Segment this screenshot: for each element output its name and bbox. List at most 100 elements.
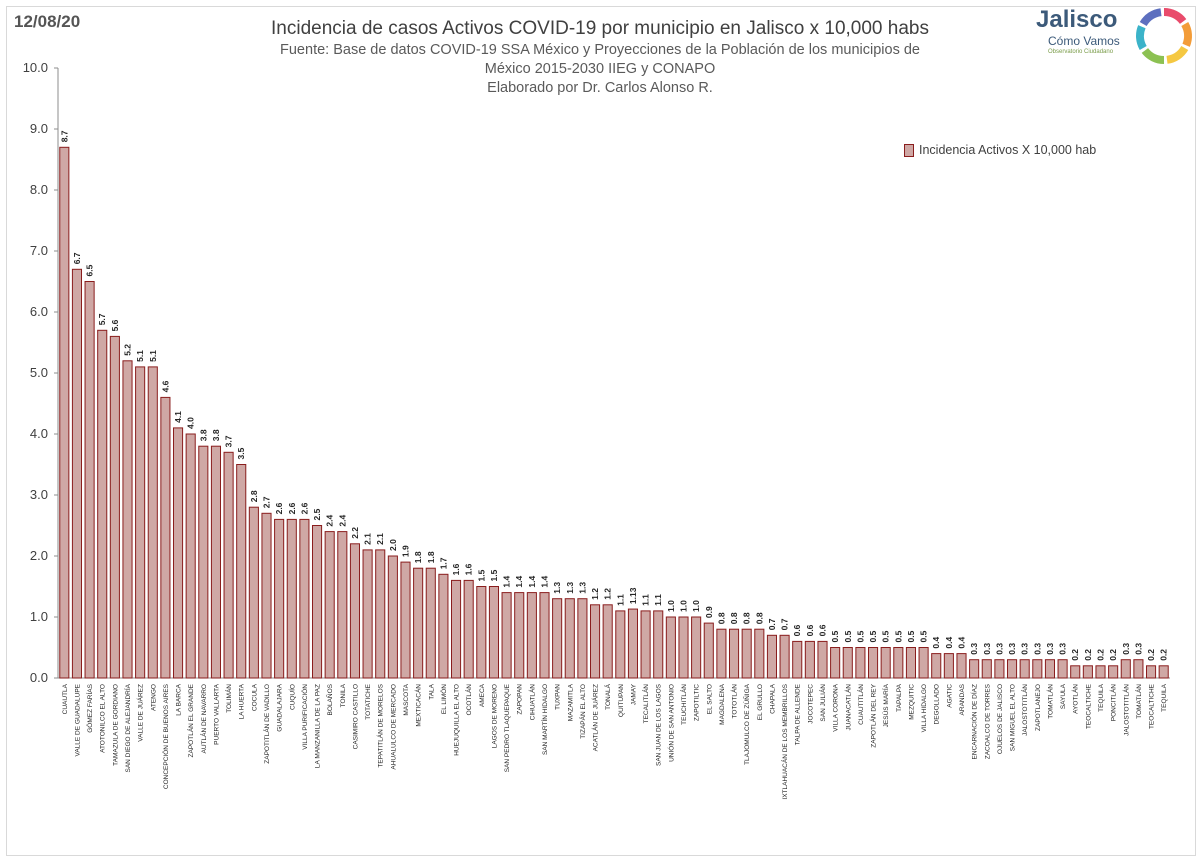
bar: [893, 647, 904, 679]
value-label: 0.3: [1032, 643, 1042, 655]
y-tick-label: 10.0: [23, 60, 48, 75]
category-label: TONILA: [340, 683, 347, 707]
value-label: 1.0: [691, 600, 701, 612]
bar: [349, 543, 361, 679]
category-label: MAGDALENA: [719, 683, 726, 724]
bar: [1044, 659, 1056, 679]
value-label: 3.5: [236, 447, 246, 459]
value-label: 0.4: [931, 637, 941, 649]
bar: [172, 427, 184, 679]
category-label: SAN PEDRO TLAQUEPAQUE: [504, 683, 511, 772]
value-label: 0.7: [767, 618, 777, 630]
bar: [665, 616, 676, 679]
bar: [97, 329, 108, 679]
value-label: 5.1: [148, 350, 158, 362]
value-label: 1.0: [666, 600, 676, 612]
category-label: EL GRULLO: [757, 684, 764, 720]
category-label: CASIMIRO CASTILLO: [352, 684, 359, 749]
bar: [728, 628, 740, 679]
bar: [602, 604, 613, 679]
value-label: 0.3: [969, 643, 979, 655]
category-label: SAN DIEGO DE ALEJANDRÍA: [123, 683, 132, 772]
bar: [185, 433, 196, 679]
value-label: 5.2: [123, 344, 133, 356]
logo-ring-segment: [1141, 47, 1165, 64]
value-label: 0.2: [1146, 649, 1156, 661]
value-label: 6.5: [85, 264, 95, 276]
category-label: AUTLÁN DE NAVARRO: [199, 684, 208, 753]
bar: [299, 518, 310, 679]
bar: [981, 659, 992, 679]
bar: [1095, 665, 1106, 679]
bar: [463, 579, 474, 679]
value-label: 2.7: [262, 496, 272, 508]
bar: [766, 634, 778, 679]
value-label: 2.2: [350, 527, 360, 539]
bar: [1019, 659, 1030, 679]
bar: [1006, 659, 1018, 679]
value-label: 1.1: [615, 594, 625, 606]
value-label: 1.3: [552, 582, 562, 594]
value-label: 0.7: [780, 618, 790, 630]
category-label: OJUELOS DE JALISCO: [997, 684, 1004, 754]
y-tick-label: 9.0: [30, 121, 48, 136]
category-label: MEXTICACÁN: [414, 684, 423, 727]
bar: [488, 586, 500, 679]
value-label: 2.8: [249, 490, 259, 502]
bar: [691, 616, 702, 679]
value-label: 0.2: [1070, 649, 1080, 661]
value-label: 0.4: [944, 637, 954, 649]
bar: [615, 610, 626, 679]
category-label: IXTLAHUACÁN DE LOS MEMBRILLOS: [780, 683, 789, 799]
category-label: VILLA CORONA: [833, 683, 840, 731]
value-label: 0.8: [754, 612, 764, 624]
category-label: QUITUPAN: [618, 684, 625, 717]
value-label: 1.13: [628, 587, 638, 604]
category-label: OCOTLÁN: [464, 684, 473, 716]
logo-subtagline: Observatorio Ciudadano: [1048, 49, 1114, 55]
subtitle-line-3: Elaborado por Dr. Carlos Alonso R.: [487, 80, 713, 97]
category-label: PUERTO VALLARTA: [213, 683, 220, 744]
subtitle-line-2: México 2015-2030 IIEG y CONAPO: [484, 61, 716, 78]
value-label: 0.2: [1083, 649, 1093, 661]
value-label: 6.7: [72, 252, 82, 264]
bar: [804, 640, 815, 679]
value-label: 2.6: [274, 502, 284, 514]
category-label: JAMAY: [630, 683, 637, 705]
value-label: 0.6: [818, 624, 828, 636]
value-label: 8.7: [59, 130, 69, 142]
bar: [198, 445, 209, 679]
bar: [286, 518, 297, 679]
bar: [754, 628, 765, 679]
logo-tagline: Cómo Vamos: [1048, 34, 1120, 48]
bar: [994, 659, 1005, 679]
value-label: 0.5: [881, 630, 891, 642]
value-label: 3.8: [211, 429, 221, 441]
category-label: LA BARCA: [176, 683, 183, 715]
category-label: VALLE DE JUÁREZ: [136, 684, 145, 742]
category-label: TOMATLÁN: [1045, 684, 1054, 719]
bar: [678, 616, 689, 679]
value-label: 1.0: [679, 600, 689, 612]
category-label: TIZAPÁN EL ALTO: [578, 684, 587, 739]
bar: [147, 366, 158, 679]
chart-frame: [6, 6, 1196, 856]
jalisco-como-vamos-logo: Jalisco Cómo Vamos Observatorio Ciudadan…: [1030, 6, 1196, 68]
bar: [539, 592, 550, 679]
bar: [741, 628, 752, 679]
category-label: TEPATITLÁN DE MORELOS: [376, 683, 385, 767]
bar: [400, 561, 411, 679]
bar: [640, 610, 651, 679]
value-label: 1.2: [590, 588, 600, 600]
category-label: TAMAZULA DE GORDIANO: [112, 684, 119, 766]
category-label: SAN JULIÁN: [818, 684, 827, 722]
y-tick-label: 2.0: [30, 548, 48, 563]
value-label: 1.6: [464, 563, 474, 575]
category-label: GÓMEZ FARÍAS: [85, 683, 94, 732]
bar: [830, 647, 841, 679]
category-label: TAPALPA: [896, 683, 903, 711]
bar: [425, 567, 436, 679]
bar: [931, 653, 942, 679]
bar: [1108, 665, 1119, 679]
value-label: 0.5: [843, 630, 853, 642]
